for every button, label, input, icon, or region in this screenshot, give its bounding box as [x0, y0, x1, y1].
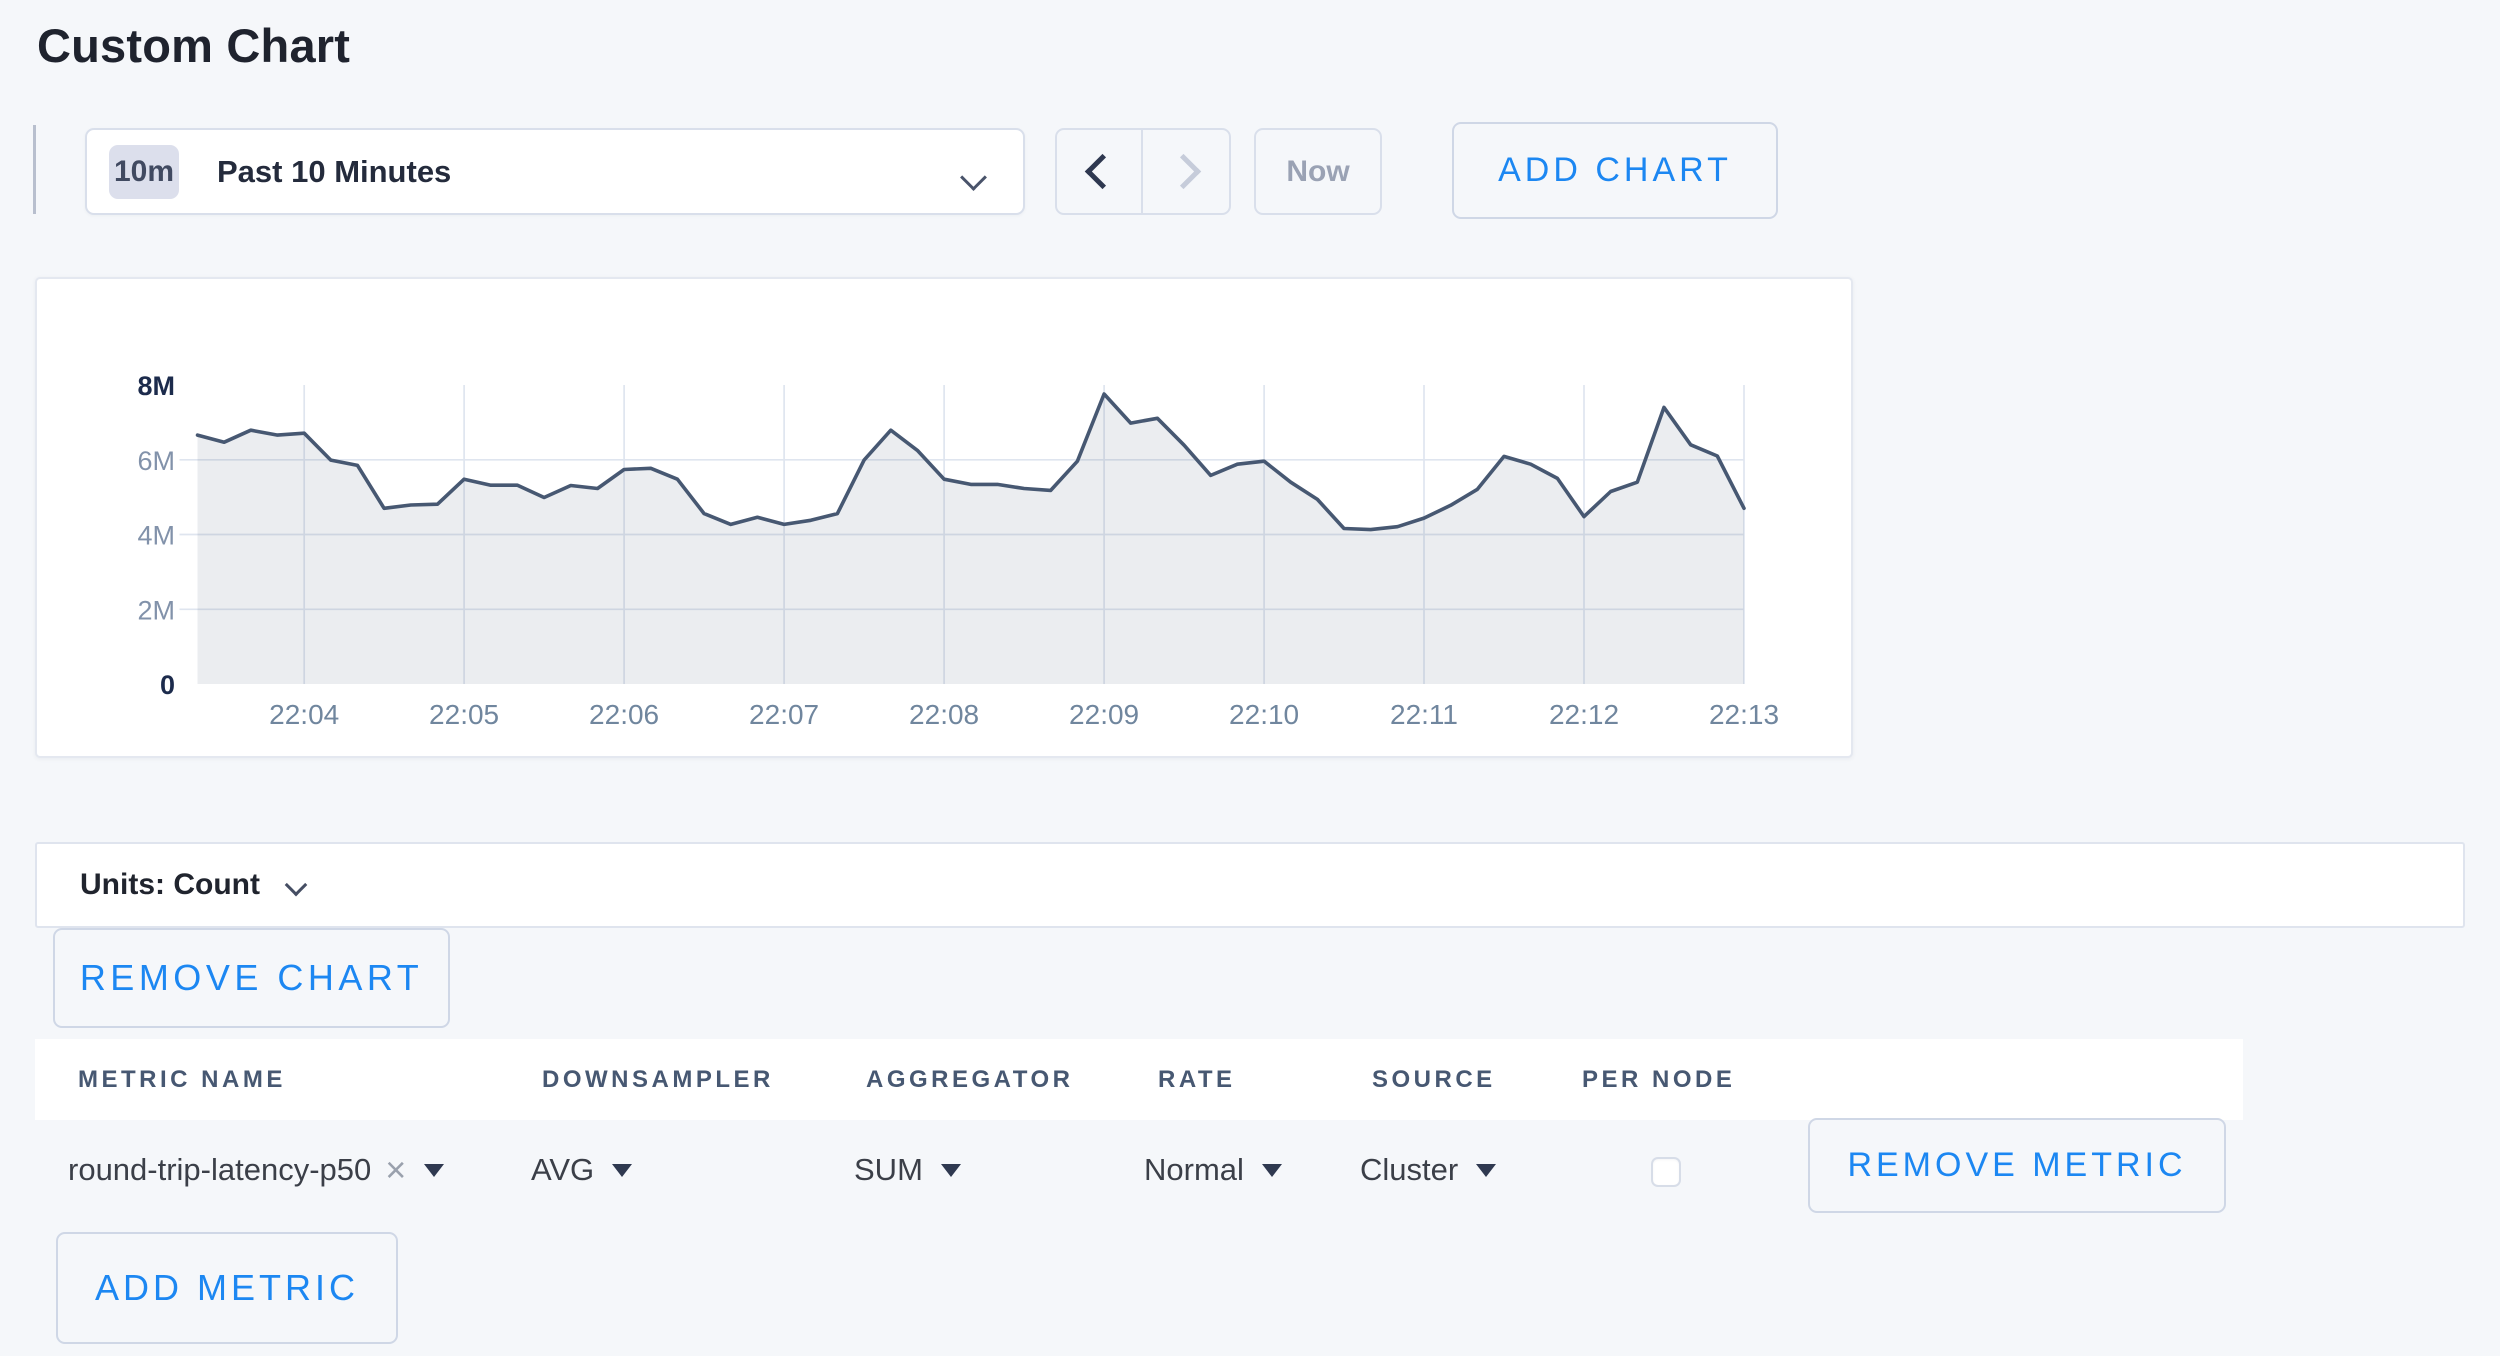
chart-card: 22:04 22:05 22:06 22:07 22:08 22:09 22:10 22:11…: [35, 277, 1853, 758]
chevron-down-icon: [960, 164, 987, 191]
svg-text:22:13: 22:13: [1709, 699, 1779, 730]
svg-text:22:05: 22:05: [429, 699, 499, 730]
caret-down-icon: [940, 1163, 961, 1177]
svg-text:22:04: 22:04: [269, 699, 339, 730]
column-header-metric-name: METRIC NAME: [78, 1065, 286, 1093]
column-header-source: SOURCE: [1372, 1065, 1496, 1093]
svg-text:2M: 2M: [137, 595, 175, 625]
svg-text:22:08: 22:08: [909, 699, 979, 730]
svg-text:0: 0: [160, 670, 175, 700]
metric-name-dropdown[interactable]: round-trip-latency-p50 ×: [68, 1149, 445, 1190]
caret-down-icon: [1476, 1163, 1497, 1177]
add-metric-button[interactable]: ADD METRIC: [56, 1232, 398, 1344]
units-dropdown[interactable]: Units: Count: [35, 842, 2465, 928]
source-dropdown[interactable]: Cluster: [1360, 1152, 1497, 1188]
downsampler-dropdown[interactable]: AVG: [531, 1152, 633, 1188]
per-node-checkbox[interactable]: [1651, 1157, 1681, 1187]
column-header-aggregator: AGGREGATOR: [866, 1065, 1074, 1093]
svg-text:6M: 6M: [137, 446, 175, 476]
svg-text:4M: 4M: [137, 521, 175, 551]
metric-name-label: round-trip-latency-p50: [68, 1152, 372, 1187]
svg-text:8M: 8M: [137, 371, 175, 401]
prev-time-button[interactable]: [1057, 130, 1143, 213]
aggregator-value: SUM: [854, 1152, 923, 1187]
units-label: Units: Count: [80, 868, 260, 901]
aggregator-dropdown[interactable]: SUM: [854, 1152, 961, 1188]
svg-text:22:07: 22:07: [749, 699, 819, 730]
page-title: Custom Chart: [37, 19, 351, 72]
column-header-rate: RATE: [1158, 1065, 1236, 1093]
now-button[interactable]: Now: [1254, 128, 1382, 215]
time-range-selector[interactable]: 10m Past 10 Minutes: [85, 128, 1025, 215]
chart-svg: 22:04 22:05 22:06 22:07 22:08 22:09 22:10 22:11…: [137, 371, 1779, 730]
caret-down-icon: [1261, 1163, 1282, 1177]
chevron-down-icon: [284, 873, 308, 897]
time-range-label: Past 10 Minutes: [217, 153, 452, 189]
svg-text:22:09: 22:09: [1069, 699, 1139, 730]
time-step-group: [1055, 128, 1231, 215]
chevron-right-icon: [1165, 153, 1201, 190]
rate-dropdown[interactable]: Normal: [1144, 1152, 1282, 1188]
clear-metric-x-icon[interactable]: ×: [385, 1149, 407, 1190]
remove-metric-button[interactable]: REMOVE METRIC: [1808, 1118, 2226, 1213]
svg-text:22:10: 22:10: [1229, 699, 1299, 730]
column-header-downsampler: DOWNSAMPLER: [542, 1065, 774, 1093]
remove-chart-button[interactable]: REMOVE CHART: [53, 928, 450, 1028]
time-range-badge: 10m: [109, 144, 179, 199]
source-value: Cluster: [1360, 1152, 1459, 1187]
next-time-button[interactable]: [1143, 130, 1229, 213]
add-chart-button[interactable]: ADD CHART: [1452, 122, 1778, 219]
chevron-left-icon: [1084, 153, 1120, 190]
metrics-table-header: METRIC NAME DOWNSAMPLER AGGREGATOR RATE …: [35, 1039, 2243, 1120]
svg-text:22:12: 22:12: [1549, 699, 1619, 730]
svg-text:22:11: 22:11: [1390, 699, 1458, 730]
caret-down-icon: [612, 1163, 633, 1177]
svg-text:22:06: 22:06: [589, 699, 659, 730]
toolbar-left-rule: [33, 125, 36, 214]
rate-value: Normal: [1144, 1152, 1244, 1187]
column-header-per-node: PER NODE: [1582, 1065, 1736, 1093]
caret-down-icon: [424, 1163, 445, 1177]
downsampler-value: AVG: [531, 1152, 595, 1187]
